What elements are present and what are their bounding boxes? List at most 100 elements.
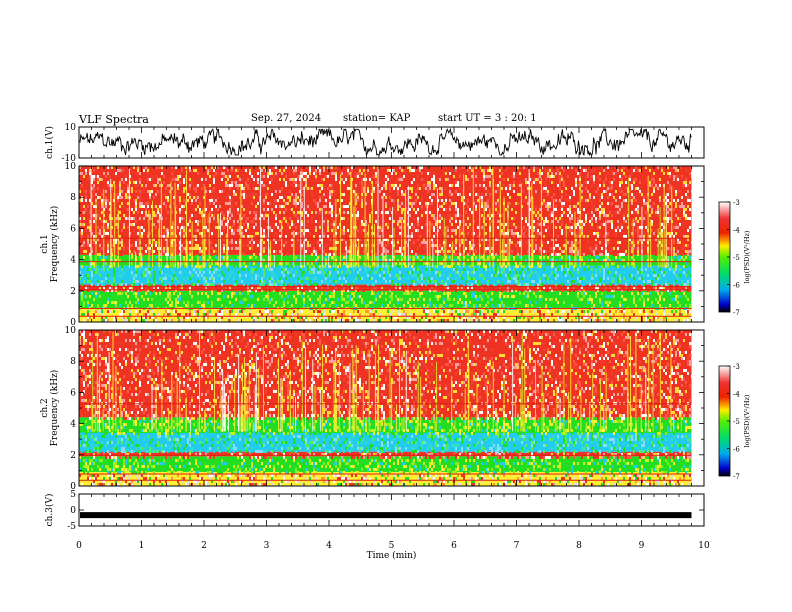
ch1-spectrogram-cell (437, 298, 439, 301)
ch1-spectrogram-cell (213, 175, 215, 178)
ch1-spectrogram-cell (463, 280, 465, 283)
ch1-spectrogram-cell (491, 250, 493, 253)
ch1-spectrogram-cell (189, 250, 191, 253)
ch1-spectrogram-cell (381, 232, 383, 235)
ch1-spectrogram-cell (217, 268, 219, 271)
ch1-spectrogram-cell (261, 211, 263, 214)
ch1-spectrogram-cell (429, 289, 431, 292)
ch1-spectrogram-cell (139, 319, 141, 322)
ch1-spectrogram-cell (87, 244, 89, 247)
ch1-spectrogram-cell (235, 247, 237, 250)
ch1-spectrogram-cell (153, 241, 155, 244)
ch1-spectrogram-cell (203, 184, 205, 187)
ch1-spectrogram-cell (347, 301, 349, 304)
ch1-spectrogram-cell (323, 319, 325, 322)
ch1-spectrogram-cell (183, 301, 185, 304)
ch1-spectrogram-cell (93, 208, 95, 211)
ch1-spectrogram-cell (415, 208, 417, 211)
ch1-spectrogram-cell (163, 250, 165, 253)
ch1-spectrogram-cell (435, 295, 437, 298)
ch1-spectrogram-cell (217, 214, 219, 217)
ch1-spectrogram-cell (153, 223, 155, 226)
ch1-spectrogram-cell (143, 232, 145, 235)
ch1-spectrogram-cell (481, 316, 483, 319)
ch1-spectrogram-cell (169, 283, 171, 286)
ch1-spectrogram-cell (489, 298, 491, 301)
ch1-spectrogram-cell (129, 244, 131, 247)
ch1-spectrogram-cell (359, 277, 361, 280)
ch1-spectrogram-cell (325, 262, 327, 265)
ch1-spectrogram-cell (263, 271, 265, 274)
ch1-spectrogram-cell (217, 217, 219, 220)
ch1-spectrogram-cell (307, 235, 309, 238)
ch1-spectrogram-cell (309, 271, 311, 274)
ch1-spectrogram-cell (411, 181, 413, 184)
ch1-spectrogram-cell (469, 244, 471, 247)
ch1-spectrogram-cell (469, 202, 471, 205)
ch1-spectrogram-cell (415, 169, 417, 172)
ch1-spectrogram-cell (439, 196, 441, 199)
ch1-spectrogram-cell (313, 250, 315, 253)
ch1-spectrogram-cell (417, 280, 419, 283)
ch1-spectrogram-cell (353, 280, 355, 283)
ch1-spectrogram-cell (179, 202, 181, 205)
ch1-spectrogram-cell (141, 187, 143, 190)
ch1-spectrogram-cell (331, 175, 333, 178)
ch1-spectrogram-cell (411, 166, 413, 169)
ch1-spectrogram-cell (215, 205, 217, 208)
ch1-spectrogram-cell (201, 280, 203, 283)
ch1-spectrogram-cell (135, 208, 137, 211)
ch1-spectrogram-cell (215, 316, 217, 319)
ch1-spectrogram-cell (91, 232, 93, 235)
ch1-spectrogram-cell (411, 187, 413, 190)
ch1-spectrogram-cell (157, 271, 159, 274)
ch1-spectrogram-cell (325, 175, 327, 178)
ch1-spectrogram-cell (319, 247, 321, 250)
ch1-spectrogram-cell (159, 178, 161, 181)
ch1-spectrogram-cell (105, 229, 107, 232)
ch1-spectrogram-cell (155, 175, 157, 178)
ch1-spectrogram-cell (175, 193, 177, 196)
ch1-spectrogram-cell (339, 256, 341, 259)
ch1-spectrogram-cell (493, 214, 495, 217)
ch1-spectrogram-cell (119, 187, 121, 190)
ch1-spectrogram-cell (311, 193, 313, 196)
ch1-spectrogram-cell (285, 313, 287, 316)
ch1-spectrogram-cell (159, 166, 161, 169)
ch1-spectrogram-cell (81, 262, 83, 265)
ch1-spectrogram-cell (409, 277, 411, 280)
ch1-spectrogram-cell (161, 265, 163, 268)
ch1-spectrogram-cell (113, 181, 115, 184)
ch1-spectrogram-cell (249, 181, 251, 184)
ch1-spectrogram-cell (173, 310, 175, 313)
ch1-spectrogram-cell (179, 172, 181, 175)
ch1-spectrogram-cell (95, 196, 97, 199)
ch1-spectrogram-cell (361, 226, 363, 229)
ch1-spectrogram-cell (459, 274, 461, 277)
ch1-spectrogram-cell (165, 208, 167, 211)
ch1-spectrogram-cell (153, 295, 155, 298)
ch1-spectrogram-cell (147, 280, 149, 283)
ch1-spectrogram-cell (405, 208, 407, 211)
ch1-spectrogram-cell (405, 295, 407, 298)
ch1-spectrogram-cell (137, 184, 139, 187)
ch1-spectrogram-cell (113, 244, 115, 247)
ch1-spectrogram-cell (305, 211, 307, 214)
ch1-spectrogram-cell (137, 253, 139, 256)
ch1-spectrogram-cell (197, 283, 199, 286)
ch1-spectrogram-cell (181, 271, 183, 274)
ch1-spectrogram-cell (239, 301, 241, 304)
ch1-spectrogram-cell (431, 199, 433, 202)
ch1-spectrogram-cell (257, 292, 259, 295)
ch1-spectrogram-cell (243, 256, 245, 259)
ch1-spectrogram-cell (135, 202, 137, 205)
ch1-spectrogram-cell (463, 319, 465, 322)
ch1-spectrogram-cell (209, 220, 211, 223)
ch1-spectrogram-cell (331, 190, 333, 193)
ch1-spectrogram-cell (111, 286, 113, 289)
ch1-spectrogram-cell (135, 319, 137, 322)
ch1-spectrogram-cell (271, 229, 273, 232)
ch1-spectrogram-cell (461, 238, 463, 241)
ch1-spectrogram-cell (497, 211, 499, 214)
ch1-spectrogram-cell (467, 172, 469, 175)
